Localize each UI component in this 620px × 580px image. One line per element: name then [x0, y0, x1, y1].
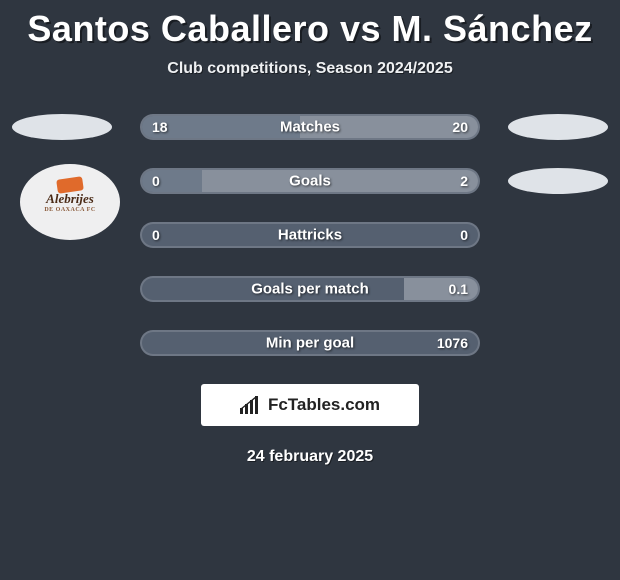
stat-row: 1076Min per goal — [0, 322, 620, 376]
subtitle: Club competitions, Season 2024/2025 — [0, 60, 620, 78]
infographic-root: Santos Caballero vs M. Sánchez Club comp… — [0, 0, 620, 466]
bar-fill-right — [202, 170, 478, 192]
stat-label: Min per goal — [142, 335, 478, 352]
value-left: 0 — [152, 173, 160, 189]
bar-track: 02Goals — [140, 168, 480, 194]
value-right: 1076 — [437, 335, 468, 351]
value-right: 2 — [460, 173, 468, 189]
stat-row: 0.1Goals per match — [0, 268, 620, 322]
bar-track: 1076Min per goal — [140, 330, 480, 356]
player-badge-left — [12, 114, 112, 140]
value-right: 0.1 — [449, 281, 468, 297]
brand-text: FcTables.com — [268, 395, 380, 415]
value-left: 18 — [152, 119, 168, 135]
player-badge-right — [508, 114, 608, 140]
value-right: 20 — [452, 119, 468, 135]
club-badge-left: AlebrijesDE OAXACA FC — [20, 164, 120, 240]
comparison-bars: 1820Matches02Goals00Hattricks0.1Goals pe… — [0, 106, 620, 376]
club-badge-text: AlebrijesDE OAXACA FC — [44, 192, 95, 213]
bar-track: 1820Matches — [140, 114, 480, 140]
stat-row: 1820Matches — [0, 106, 620, 160]
bar-fill-right — [300, 116, 478, 138]
bar-track: 0 0Hattricks — [140, 222, 480, 248]
bar-track: 0.1Goals per match — [140, 276, 480, 302]
player-badge-right — [508, 168, 608, 194]
value-right: 0 — [460, 227, 468, 243]
page-title: Santos Caballero vs M. Sánchez — [0, 8, 620, 50]
brand-box: FcTables.com — [201, 384, 419, 426]
bars-icon — [240, 396, 262, 414]
footer-date: 24 february 2025 — [0, 448, 620, 466]
value-left: 0 — [152, 227, 160, 243]
stat-label: Hattricks — [142, 227, 478, 244]
